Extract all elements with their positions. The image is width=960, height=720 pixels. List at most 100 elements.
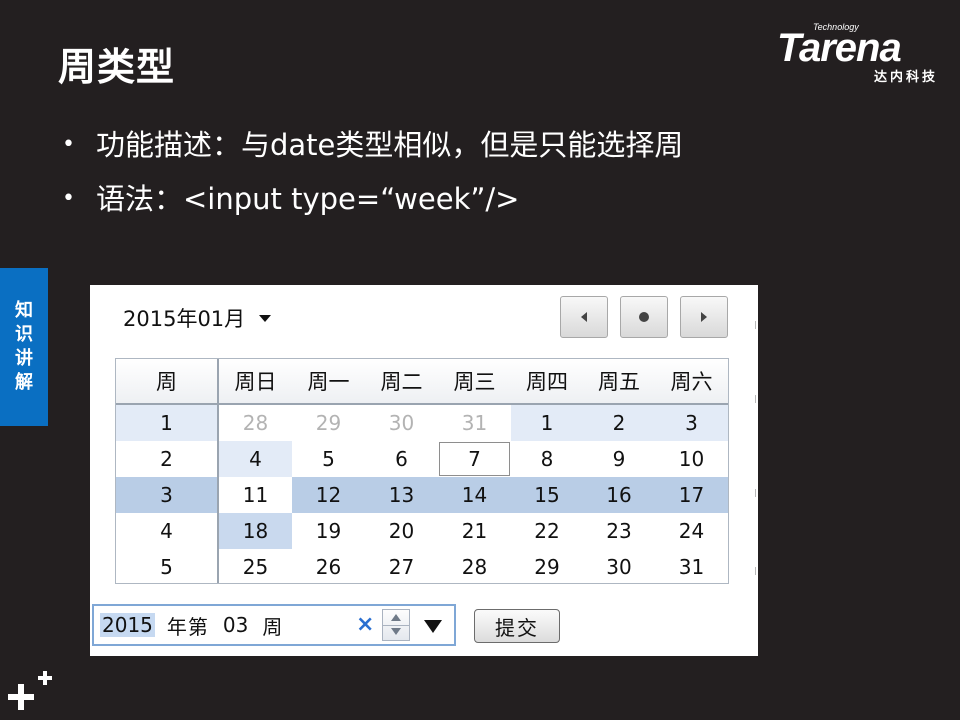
- slide-title: 周类型: [58, 45, 176, 89]
- day-cell[interactable]: 25: [242, 555, 269, 579]
- day-cell[interactable]: 6: [395, 447, 408, 471]
- header-divider: [116, 403, 728, 405]
- today-icon: [639, 312, 649, 322]
- day-cell[interactable]: 1: [511, 405, 583, 441]
- logo-wordmark: Tarena: [777, 26, 902, 70]
- side-tab: 知 识 讲 解: [0, 268, 48, 426]
- week-row[interactable]: 4 18 19 20 21 22 23 24: [116, 513, 728, 549]
- edge-line: [755, 567, 756, 575]
- side-tab-char: 解: [15, 372, 33, 393]
- day-cell[interactable]: 31: [461, 411, 488, 435]
- bullet-list: • 功能描述：与date类型相似，但是只能选择周 • 语法：<input typ…: [60, 118, 683, 226]
- day-cell[interactable]: 31: [678, 555, 705, 579]
- day-cell[interactable]: 30: [606, 555, 632, 579]
- calendar-grid: 周 周日 周一 周二 周三 周四 周五 周六 1 28 29 30 31 1 2 3 2 4 5 6 7…: [115, 358, 729, 584]
- spin-down-icon[interactable]: [391, 628, 401, 635]
- day-cell[interactable]: 28: [461, 555, 488, 579]
- week-column-divider: [217, 359, 219, 583]
- day-cell[interactable]: 2: [583, 405, 655, 441]
- weekday-header: 周四: [511, 359, 583, 403]
- bullet-text: 语法：<input type=“week”/>: [96, 182, 520, 216]
- week-number[interactable]: 4: [160, 519, 173, 543]
- weekday-header: 周五: [583, 359, 655, 403]
- day-cell[interactable]: 3: [655, 405, 728, 441]
- day-cell[interactable]: 5: [322, 447, 335, 471]
- calendar-header: 周 周日 周一 周二 周三 周四 周五 周六: [116, 359, 728, 403]
- day-cell[interactable]: 14: [438, 477, 511, 513]
- week-row[interactable]: 2 4 5 6 7 8 9 10: [116, 441, 728, 477]
- prev-month-icon: [581, 312, 587, 322]
- day-cell[interactable]: 17: [655, 477, 728, 513]
- day-cell[interactable]: 12: [292, 477, 365, 513]
- weekday-header: 周三: [438, 359, 511, 403]
- logo-tagline: Technology: [813, 22, 859, 32]
- week-spinner[interactable]: [382, 609, 410, 641]
- clear-icon[interactable]: ×: [356, 612, 375, 637]
- day-cell[interactable]: 9: [612, 447, 626, 471]
- bullet-item: • 功能描述：与date类型相似，但是只能选择周: [60, 118, 683, 172]
- month-label: 2015年01月: [123, 307, 246, 331]
- edge-line: [755, 321, 756, 329]
- week-input[interactable]: 2015 年第 03 周 ×: [92, 604, 456, 646]
- day-cell[interactable]: 4: [219, 441, 292, 477]
- day-cell[interactable]: 28: [242, 411, 269, 435]
- day-cell[interactable]: 20: [388, 519, 415, 543]
- week-input-year[interactable]: 2015: [100, 613, 155, 637]
- day-cell[interactable]: 24: [678, 519, 705, 543]
- prev-month-button[interactable]: [560, 296, 608, 338]
- week-number[interactable]: 2: [160, 447, 173, 471]
- side-tab-char: 讲: [15, 348, 33, 369]
- week-number[interactable]: 1: [116, 405, 217, 441]
- plus-logo-icon: [8, 671, 52, 710]
- day-cell[interactable]: 30: [388, 411, 415, 435]
- bullet-item: • 语法：<input type=“week”/>: [60, 172, 683, 226]
- weekday-header: 周六: [655, 359, 728, 403]
- bullet-text: 功能描述：与date类型相似，但是只能选择周: [96, 128, 684, 162]
- day-cell[interactable]: 15: [511, 477, 583, 513]
- side-tab-char: 知: [15, 300, 33, 321]
- bullet-dot-icon: •: [62, 132, 75, 157]
- spin-up-icon[interactable]: [391, 614, 401, 621]
- day-cell[interactable]: 26: [315, 555, 342, 579]
- day-cell[interactable]: 29: [534, 555, 560, 579]
- week-input-suffix: 周: [262, 614, 283, 639]
- week-row[interactable]: 5 25 26 27 28 29 30 31: [116, 549, 728, 585]
- weekday-header: 周二: [365, 359, 438, 403]
- edge-line: [755, 395, 756, 403]
- day-cell[interactable]: 29: [315, 411, 342, 435]
- tarena-logo: Technology Tarena 达内科技: [777, 22, 942, 85]
- day-cell[interactable]: 23: [606, 519, 632, 543]
- day-cell[interactable]: 19: [315, 519, 342, 543]
- bullet-dot-icon: •: [62, 186, 75, 211]
- edge-line: [755, 489, 756, 497]
- day-cell[interactable]: 10: [678, 447, 705, 471]
- today-button[interactable]: [620, 296, 668, 338]
- week-input-week[interactable]: 03: [222, 613, 249, 637]
- week-row[interactable]: 1 28 29 30 31 1 2 3: [116, 405, 728, 441]
- week-row[interactable]: 3 11 12 13 14 15 16 17: [116, 477, 728, 513]
- week-number[interactable]: 5: [160, 555, 173, 579]
- weekday-header: 周日: [219, 359, 292, 403]
- next-month-button[interactable]: [680, 296, 728, 338]
- day-cell[interactable]: 22: [534, 519, 560, 543]
- day-cell[interactable]: 21: [461, 519, 488, 543]
- day-cell[interactable]: 16: [583, 477, 655, 513]
- dropdown-arrow-icon[interactable]: [424, 620, 442, 633]
- week-picker-screenshot: 2015年01月 周 周日 周一 周二 周三 周四 周五 周六 1 28 29 30 3…: [90, 285, 758, 656]
- month-selector[interactable]: 2015年01月: [123, 303, 272, 333]
- day-cell[interactable]: 27: [388, 555, 415, 579]
- day-cell[interactable]: 11: [242, 483, 269, 507]
- day-cell[interactable]: 8: [540, 447, 554, 471]
- week-input-label: 年第: [166, 614, 209, 639]
- spinner-divider: [383, 625, 409, 626]
- chevron-down-icon: [259, 314, 272, 322]
- weekday-header: 周一: [292, 359, 365, 403]
- side-tab-char: 识: [15, 324, 33, 345]
- day-cell[interactable]: 18: [219, 513, 292, 549]
- day-cell[interactable]: 7: [438, 441, 511, 477]
- day-cell[interactable]: 13: [365, 477, 438, 513]
- week-column-header: 周: [116, 359, 217, 403]
- submit-button[interactable]: 提交: [474, 609, 560, 643]
- week-number[interactable]: 3: [116, 477, 217, 513]
- logo-cn-name: 达内科技: [873, 70, 938, 85]
